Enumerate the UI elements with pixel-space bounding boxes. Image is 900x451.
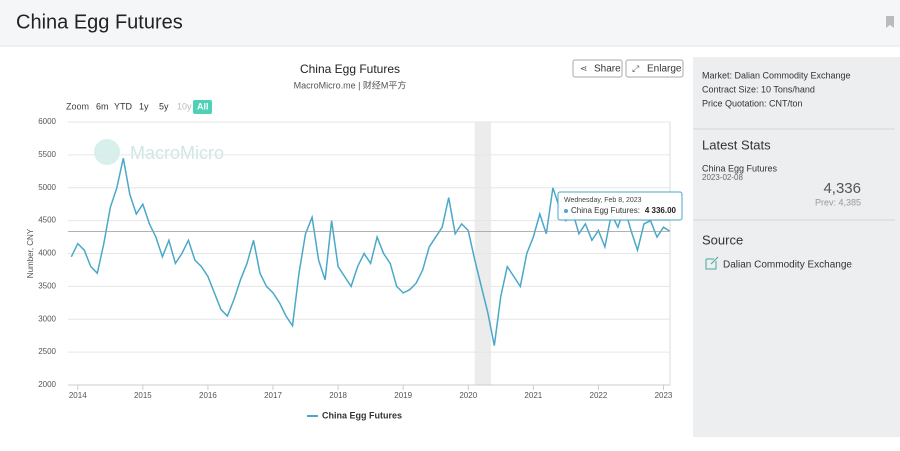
range-button[interactable]: 6m <box>96 101 109 111</box>
chart-title: China Egg Futures <box>300 62 400 76</box>
share-button[interactable] <box>572 59 623 78</box>
y-tick-label: 4000 <box>38 249 56 258</box>
header-bar <box>0 0 900 46</box>
range-button-active[interactable] <box>193 100 212 114</box>
x-tick-label: 2019 <box>394 391 412 400</box>
x-tick-label: 2021 <box>524 391 542 400</box>
y-tick-label: 4500 <box>38 216 56 225</box>
y-tick-label: 3000 <box>38 314 56 323</box>
page-title: China Egg Futures <box>16 11 183 33</box>
sidebar <box>693 57 900 437</box>
y-tick-label: 3500 <box>38 281 56 290</box>
y-axis-label: Number, CNY <box>26 228 35 278</box>
source-link[interactable]: Dalian Commodity Exchange <box>723 260 852 271</box>
y-tick-label: 5000 <box>38 183 56 192</box>
x-tick-label: 2022 <box>590 391 608 400</box>
range-button[interactable]: 5y <box>159 101 169 111</box>
y-tick-label: 2000 <box>38 380 56 389</box>
market-info: Market: Dalian Commodity Exchange <box>702 70 851 80</box>
source-icon <box>705 256 719 270</box>
bookmark-icon[interactable] <box>886 16 894 28</box>
x-tick-label: 2015 <box>134 391 152 400</box>
x-tick-label: 2014 <box>69 391 87 400</box>
market-info: Price Quotation: CNT/ton <box>702 98 803 108</box>
x-tick-label: 2016 <box>199 391 217 400</box>
tooltip-text: China Egg Futures: <box>571 206 640 215</box>
market-info: Contract Size: 10 Tons/hand <box>702 84 815 94</box>
share-label[interactable]: Share <box>594 64 621 75</box>
x-tick-label: 2018 <box>329 391 347 400</box>
share-icon: ⋖ <box>580 63 588 73</box>
tooltip-box <box>557 191 683 221</box>
enlarge-icon: ⤢ <box>631 63 639 73</box>
y-tick-label: 5500 <box>38 150 56 159</box>
stats-heading: Latest Stats <box>702 137 771 152</box>
chart-subtitle: MacroMicro.me | 财经M平方 <box>294 79 407 90</box>
zoom-label: Zoom <box>66 101 89 111</box>
range-button[interactable]: All <box>197 101 209 111</box>
stat-prev: Prev: 4,385 <box>815 197 861 207</box>
y-tick-label: 6000 <box>38 117 56 126</box>
range-button[interactable]: YTD <box>114 101 133 111</box>
tooltip-dot <box>564 209 568 213</box>
stat-value: 4,336 <box>823 180 861 197</box>
stat-name: China Egg Futures <box>702 163 778 173</box>
series-line <box>70 158 671 346</box>
range-button[interactable]: 10y <box>177 101 192 111</box>
enlarge-button[interactable] <box>625 59 684 78</box>
watermark-logo <box>94 139 120 165</box>
x-tick-label: 2020 <box>459 391 477 400</box>
y-tick-label: 2500 <box>38 347 56 356</box>
source-heading: Source <box>702 232 743 247</box>
x-tick-label: 2017 <box>264 391 282 400</box>
x-tick-label: 2023 <box>655 391 673 400</box>
range-button[interactable]: 1y <box>139 101 149 111</box>
tooltip-value: 4 336.00 <box>645 206 677 215</box>
watermark: MacroMicro <box>130 143 224 163</box>
tooltip-title: Wednesday, Feb 8, 2023 <box>564 197 642 204</box>
stat-date: 2023-02-08 <box>702 173 743 182</box>
legend-label: China Egg Futures <box>322 410 402 420</box>
enlarge-label[interactable]: Enlarge <box>647 64 682 75</box>
